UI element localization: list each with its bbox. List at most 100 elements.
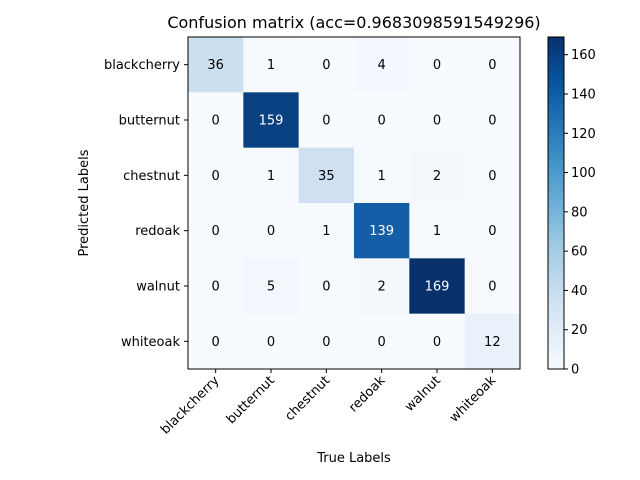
colorbar-tick-label: 120 [571, 127, 596, 142]
y-tick-label: whiteoak [121, 335, 180, 350]
cell-value-label: 5 [267, 280, 275, 295]
y-tick-label: chestnut [123, 169, 180, 184]
colorbar-tick-label: 0 [571, 363, 579, 378]
y-tick-label: blackcherry [104, 58, 180, 73]
cell-value-label: 0 [267, 335, 275, 350]
cell-value-label: 0 [322, 335, 330, 350]
colorbar-tick-label: 100 [571, 166, 596, 181]
cell-value-label: 0 [433, 335, 441, 350]
colorbar-gradient [547, 36, 565, 370]
heatmap-cell [298, 203, 355, 259]
heatmap-cell [464, 258, 521, 315]
cell-value-label: 0 [433, 58, 441, 73]
heatmap-cell [298, 313, 355, 370]
cell-value-label: 35 [318, 169, 335, 184]
x-tick-label: redoak [346, 373, 389, 416]
heatmap-cell [354, 258, 410, 315]
chart-title: Confusion matrix (acc=0.9683098591549296… [167, 13, 540, 32]
heatmap-cell [409, 258, 466, 315]
colorbar-tick-label: 80 [571, 205, 588, 220]
colorbar-tick-label: 40 [571, 284, 588, 299]
cell-value-label: 139 [369, 224, 394, 239]
cell-value-label: 0 [212, 169, 220, 184]
heatmap-cell [243, 37, 300, 93]
cell-value-label: 12 [484, 335, 501, 350]
cell-value-label: 159 [259, 114, 284, 129]
cell-value-label: 0 [488, 58, 496, 73]
heatmap-cell [464, 37, 521, 93]
heatmap-cell [298, 147, 355, 204]
cell-value-label: 0 [267, 224, 275, 239]
y-axis-ticks: blackcherry butternut chestnut redoak walnut… [104, 58, 188, 350]
cell-value-label: 4 [378, 58, 386, 73]
heatmap-cell [188, 203, 244, 259]
cell-value-label: 169 [425, 280, 450, 295]
heatmap-cell [298, 37, 355, 93]
heatmap-cell [354, 203, 410, 259]
cell-value-label: 1 [433, 224, 441, 239]
heatmap-cell [243, 203, 300, 259]
cell-value-label: 0 [433, 114, 441, 129]
heatmap-cell [464, 92, 521, 149]
heatmap-cell [354, 92, 410, 149]
x-tick-label: whiteoak [447, 373, 500, 426]
cell-value-label: 1 [322, 224, 330, 239]
heatmap-cell [464, 313, 521, 370]
heatmap-cell [298, 92, 355, 149]
cell-value-label: 2 [433, 169, 441, 184]
heatmap-cell [188, 92, 244, 149]
cell-value-label: 0 [212, 335, 220, 350]
heatmap-cell [354, 313, 410, 370]
colorbar-tick-label: 160 [571, 48, 596, 63]
cell-value-label: 36 [207, 58, 224, 73]
heatmap-cell [409, 92, 466, 149]
cell-value-label: 0 [488, 114, 496, 129]
cell-value-label: 1 [378, 169, 386, 184]
x-axis-ticks: blackcherry butternut chestnut redoak walnut… [158, 369, 499, 438]
cell-value-label: 0 [488, 224, 496, 239]
cell-value-label: 0 [322, 280, 330, 295]
heatmap-cells: 36 1 0 4 0 00 159 0 0 0 00 1 35 1 2 00 0 1 139 1 00 5 0 2 169 00 0… [188, 37, 521, 370]
y-tick-label: redoak [135, 224, 180, 239]
heatmap-cell [298, 258, 355, 315]
x-tick-label: butternut [224, 373, 278, 427]
heatmap-cell [243, 258, 300, 315]
cell-value-label: 0 [322, 58, 330, 73]
heatmap-cell [409, 313, 466, 370]
cell-value-label: 0 [322, 114, 330, 129]
cell-value-label: 0 [488, 169, 496, 184]
heatmap-cell [409, 203, 466, 259]
cell-value-label: 0 [212, 280, 220, 295]
colorbar: 0 20 40 60 80 100 120 140 160 [547, 36, 596, 378]
heatmap-cell [354, 147, 410, 204]
heatmap-cell [243, 92, 300, 149]
x-tick-label: chestnut [282, 373, 333, 424]
heatmap-cell [354, 37, 410, 93]
y-tick-label: butternut [119, 114, 180, 129]
x-axis-label: True Labels [316, 451, 391, 466]
plot-frame [187, 36, 521, 370]
cell-value-label: 0 [488, 280, 496, 295]
y-tick-label: walnut [136, 280, 180, 295]
heatmap-cell [243, 147, 300, 204]
heatmap-cell [409, 37, 466, 93]
cell-value-label: 1 [267, 58, 275, 73]
x-tick-label: walnut [402, 373, 444, 415]
colorbar-tick-label: 20 [571, 323, 588, 338]
heatmap-cell [188, 313, 244, 370]
cell-value-label: 0 [378, 335, 386, 350]
y-axis-label: Predicted Labels [77, 149, 92, 256]
heatmap-cell [188, 37, 244, 93]
colorbar-tick-label: 140 [571, 87, 596, 102]
cell-value-label: 0 [212, 224, 220, 239]
x-tick-label: blackcherry [158, 373, 223, 438]
heatmap-cell [464, 203, 521, 259]
heatmap-cell [243, 313, 300, 370]
heatmap-cell [464, 147, 521, 204]
cell-value-label: 0 [378, 114, 386, 129]
cell-value-label: 1 [267, 169, 275, 184]
cell-value-label: 2 [378, 280, 386, 295]
heatmap-cell [409, 147, 466, 204]
cell-value-label: 0 [212, 114, 220, 129]
